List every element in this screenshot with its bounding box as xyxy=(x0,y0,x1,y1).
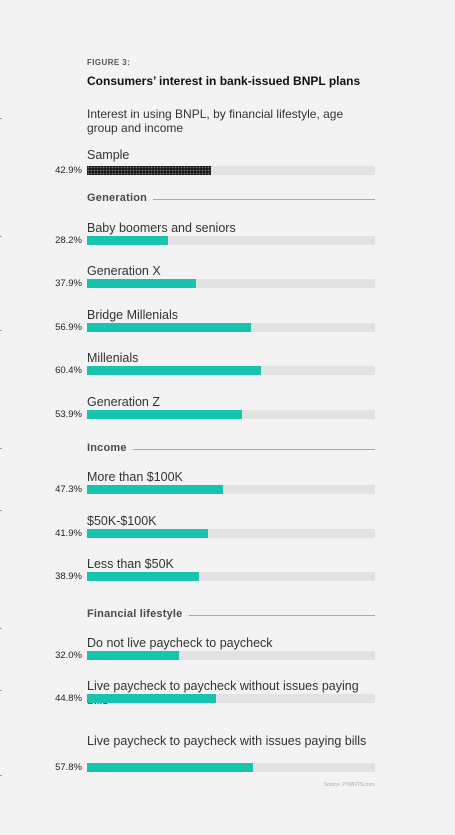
bar-label: Sample xyxy=(87,148,130,162)
edge-mark xyxy=(0,236,2,237)
bar-label: Live paycheck to paycheck with issues pa… xyxy=(87,734,367,748)
bar-label: $50K-$100K xyxy=(87,514,157,528)
bar xyxy=(87,763,254,772)
sample-bar xyxy=(87,166,211,175)
figure-label: FIGURE 3: xyxy=(87,58,131,67)
edge-mark xyxy=(0,118,2,119)
bar-value: 41.9% xyxy=(55,528,82,539)
bar-track xyxy=(87,166,375,175)
bar-track xyxy=(87,236,375,245)
edge-mark xyxy=(0,510,2,511)
bar-value: 60.4% xyxy=(55,365,82,376)
bar-track xyxy=(87,763,375,772)
edge-mark xyxy=(0,628,2,629)
bar xyxy=(87,485,224,494)
bar-track xyxy=(87,572,375,581)
section-rule xyxy=(188,615,375,616)
section-heading: Generation xyxy=(87,192,148,204)
section-heading: Income xyxy=(87,442,127,454)
bar-track xyxy=(87,366,375,375)
bar-value: 56.9% xyxy=(55,322,82,333)
bar-label: Millenials xyxy=(87,351,139,365)
bar xyxy=(87,279,197,288)
bar-label: More than $100K xyxy=(87,470,183,484)
bar-track xyxy=(87,279,375,288)
bar-value: 32.0% xyxy=(55,650,82,661)
bar-label: Do not live paycheck to paycheck xyxy=(87,636,273,650)
bar xyxy=(87,323,251,332)
bar-label: Generation Z xyxy=(87,395,160,409)
edge-mark xyxy=(0,690,2,691)
bar xyxy=(87,529,208,538)
bar xyxy=(87,410,243,419)
section-rule xyxy=(132,449,375,450)
section-rule xyxy=(153,199,375,200)
bar-label: Generation X xyxy=(87,264,161,278)
bar-value: 44.8% xyxy=(55,693,82,704)
bar-track xyxy=(87,323,375,332)
bar-value: 53.9% xyxy=(55,409,82,420)
bar xyxy=(87,694,217,703)
bar-value: 47.3% xyxy=(55,484,82,495)
source-note: Source: PYMNTS.com xyxy=(323,782,374,788)
bar-value: 42.9% xyxy=(55,165,82,176)
bar-value: 38.9% xyxy=(55,571,82,582)
bar-value: 28.2% xyxy=(55,235,82,246)
bar-value: 57.8% xyxy=(55,762,82,773)
bar-label: Baby boomers and seniors xyxy=(87,221,236,235)
chart-title: Consumers’ interest in bank-issued BNPL … xyxy=(87,74,361,88)
page-edge-marks xyxy=(0,0,4,835)
edge-mark xyxy=(0,330,2,331)
bar-label: Bridge Millenials xyxy=(87,308,179,322)
bar-track xyxy=(87,694,375,703)
bar-label: Less than $50K xyxy=(87,557,174,571)
bar-value: 37.9% xyxy=(55,278,82,289)
chart-subtitle: Interest in using BNPL, by financial lif… xyxy=(87,107,344,135)
bar-track xyxy=(87,410,375,419)
edge-mark xyxy=(0,448,2,449)
bar-track xyxy=(87,529,375,538)
bar xyxy=(87,651,180,660)
bar xyxy=(87,236,169,245)
edge-mark xyxy=(0,775,2,776)
section-heading: Financial lifestyle xyxy=(87,608,183,620)
bar-track xyxy=(87,485,375,494)
bar-track xyxy=(87,651,375,660)
bar xyxy=(87,366,261,375)
bar xyxy=(87,572,200,581)
